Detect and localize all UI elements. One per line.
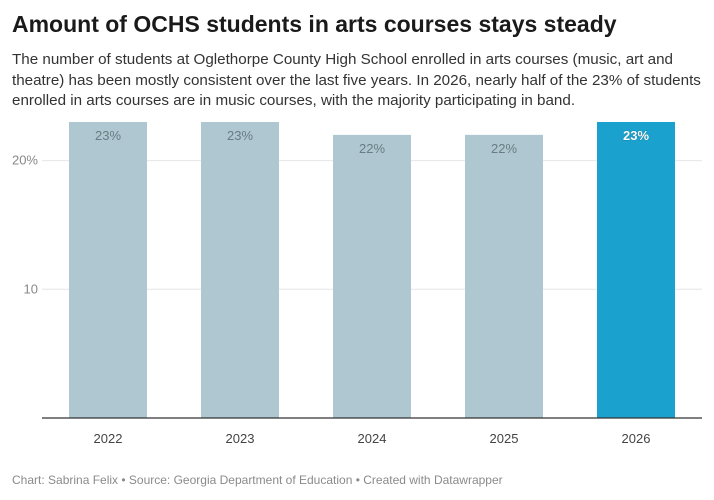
chart-title: Amount of OCHS students in arts courses … [12,11,617,37]
bar [597,122,675,418]
data-label: 23% [95,128,121,143]
data-label: 23% [227,128,253,143]
x-tick-label: 2023 [226,431,255,446]
bar [333,134,411,418]
data-label: 23% [623,128,649,143]
bar [465,134,543,418]
data-label: 22% [359,141,385,156]
bar [201,122,279,418]
x-tick-label: 2024 [358,431,387,446]
bar-chart: 10 20% 23% 2022 23% 2023 22% 2024 22% 2025 23% 2026 [12,122,702,446]
bar [69,122,147,418]
x-tick-label: 2026 [622,431,651,446]
x-tick-label: 2025 [490,431,519,446]
y-tick-label: 20% [12,153,38,168]
y-tick-label: 10 [24,281,38,296]
chart-footer: Chart: Sabrina Felix • Source: Georgia D… [12,473,503,487]
chart-subtitle: The number of students at Oglethorpe Cou… [12,51,701,109]
x-tick-label: 2022 [94,431,123,446]
data-label: 22% [491,141,517,156]
